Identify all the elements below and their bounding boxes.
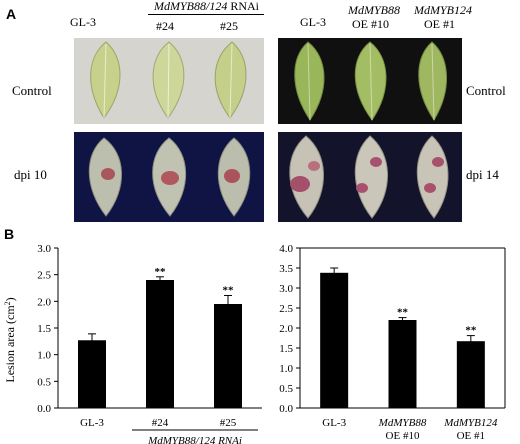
- category-label: MdMYB124: [443, 417, 498, 429]
- leaf-oe10-control: [354, 41, 387, 121]
- y-tick-label: 2.5: [37, 270, 51, 282]
- y-axis-title: Lesion area (cm2): [3, 297, 17, 382]
- y-tick-label: 0.0: [279, 403, 293, 415]
- chart-rnai: 0.0 0.5 1.0 1.5 2.0 2.5 3.0 GL-3 ** #24 ** #25 MdMYB…: [37, 243, 262, 444]
- y-tick-label: 1.5: [37, 323, 51, 335]
- leaf-25-control: [214, 41, 247, 119]
- y-tick-label: 2.0: [37, 296, 51, 308]
- row-label-dpi10: dpi 10: [14, 167, 47, 182]
- header-oe2-line: OE #1: [424, 17, 455, 31]
- significance-mark: **: [465, 325, 477, 337]
- leaf-25-infected: [217, 137, 251, 217]
- leaf-gl3-oe-infected: [289, 135, 324, 219]
- y-tick-label: 2.0: [279, 323, 293, 335]
- bar: [320, 272, 349, 408]
- y-tick-label: 1.0: [37, 350, 51, 362]
- y-tick-label: 0.5: [279, 383, 293, 395]
- leaf-oe1-control: [418, 41, 447, 121]
- significance-mark: **: [155, 266, 167, 278]
- header-gl3-left: GL-3: [70, 15, 96, 29]
- bar: [146, 280, 174, 408]
- y-tick-label: 2.5: [279, 303, 293, 315]
- panel-a-letter: A: [6, 6, 17, 22]
- y-tick-label: 3.0: [37, 243, 51, 255]
- bar: [214, 304, 242, 408]
- leaf-gl3-control: [90, 41, 121, 119]
- category-label: GL-3: [80, 417, 104, 429]
- significance-mark: **: [397, 307, 409, 319]
- photo-rnai-control: [74, 38, 264, 124]
- category-sublabel: OE #1: [457, 430, 485, 442]
- photo-rnai-infected: [74, 132, 264, 222]
- category-label: MdMYB88: [378, 417, 427, 429]
- category-sublabel: OE #10: [386, 430, 420, 442]
- category-label: #24: [152, 417, 169, 429]
- header-oe1-line: OE #10: [352, 17, 389, 31]
- bar: [388, 320, 417, 408]
- header-line-24: #24: [156, 19, 174, 33]
- leaf-24-control: [152, 41, 185, 119]
- header-oe2-gene: MdMYB124: [414, 3, 472, 17]
- y-tick-label: 4.0: [279, 243, 293, 255]
- significance-mark: **: [223, 284, 235, 296]
- header-gl3-right: GL-3: [300, 15, 326, 29]
- row-label-control-left: Control: [12, 83, 52, 98]
- photo-oe-infected: [278, 132, 462, 222]
- y-tick-label: 3.5: [279, 263, 293, 275]
- bar: [78, 340, 106, 408]
- leaf-oe10-infected: [354, 135, 388, 219]
- row-label-control-right: Control: [466, 83, 506, 98]
- chart-oe: 0.0 0.5 1.0 1.5 2.0 2.5 3.0 3.5 4.0 GL-3 ** MdMYB88…: [279, 243, 506, 442]
- y-tick-label: 3.0: [279, 283, 293, 295]
- category-label: GL-3: [322, 417, 346, 429]
- bar-charts: Lesion area (cm2) 0.0 0.5 1.0 1.5 2.0 2.5 3.0 G…: [3, 243, 506, 444]
- y-tick-label: 0.5: [37, 376, 51, 388]
- photo-oe-control: [278, 38, 462, 124]
- y-tick-label: 1.5: [279, 343, 293, 355]
- group-label: MdMYB88/124 RNAi: [147, 435, 242, 444]
- rnai-group-line: [148, 14, 264, 15]
- category-label: #25: [220, 417, 237, 429]
- header-rnai-group: MdMYB88/124 RNAi: [154, 0, 259, 13]
- row-label-dpi14: dpi 14: [466, 167, 499, 182]
- panel-b-letter: B: [4, 226, 15, 242]
- leaf-gl3-oe-control: [294, 41, 325, 121]
- header-line-25: #25: [220, 19, 238, 33]
- y-tick-label: 0.0: [37, 403, 51, 415]
- header-oe1-gene: MdMYB88: [348, 3, 400, 17]
- bar: [456, 341, 485, 408]
- leaf-oe1-infected: [416, 135, 449, 219]
- y-tick-label: 1.0: [279, 363, 293, 375]
- rnai-gene-label: MdMYB88/124: [154, 0, 228, 13]
- leaf-gl3-infected: [88, 137, 122, 217]
- rnai-suffix-label: RNAi: [230, 0, 260, 13]
- leaf-24-infected: [152, 137, 187, 217]
